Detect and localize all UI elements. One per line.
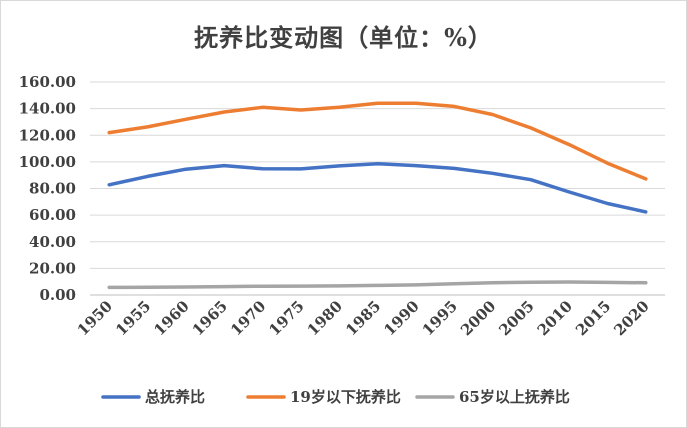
legend-label: 总抚养比 xyxy=(145,388,205,406)
x-tick-label: 1965 xyxy=(189,297,231,339)
x-tick-label: 2015 xyxy=(572,297,614,339)
x-tick-label: 1950 xyxy=(74,297,116,339)
x-tick-label: 1955 xyxy=(112,297,154,339)
legend-label: 19岁以下抚养比 xyxy=(290,388,401,406)
x-tick-label: 1980 xyxy=(304,297,346,339)
x-tick-label: 1975 xyxy=(265,297,307,339)
series-line-2 xyxy=(107,280,648,290)
series-lines xyxy=(107,101,648,290)
x-tick-label: 1995 xyxy=(419,297,461,339)
x-tick-label: 2020 xyxy=(610,297,652,339)
y-tick-label: 160.00 xyxy=(19,73,76,91)
series-line-0 xyxy=(107,161,648,214)
y-tick-label: 100.00 xyxy=(19,153,76,171)
chart-title: 抚养比变动图（单位：%） xyxy=(194,23,493,52)
grid-lines xyxy=(90,81,665,296)
y-tick-label: 40.00 xyxy=(29,233,76,251)
y-tick-label: 20.00 xyxy=(29,259,76,277)
series-line-1 xyxy=(107,101,648,181)
x-tick-label: 2010 xyxy=(534,297,576,339)
y-axis-ticks: 0.00 20.00 40.00 60.00 80.00 100.00 120.00 140.… xyxy=(19,73,76,304)
y-tick-label: 120.00 xyxy=(19,126,76,144)
x-tick-label: 2000 xyxy=(457,297,499,339)
y-tick-label: 80.00 xyxy=(29,180,76,198)
x-tick-label: 1960 xyxy=(150,297,192,339)
x-tick-label: 1985 xyxy=(342,297,384,339)
x-tick-label: 2005 xyxy=(495,297,537,339)
legend-label: 65岁以上抚养比 xyxy=(459,388,570,406)
x-tick-label: 1990 xyxy=(380,297,422,339)
x-axis-ticks: 1950195519601965197019751980198519901995… xyxy=(74,297,653,339)
y-tick-label: 140.00 xyxy=(19,100,76,118)
legend: 总抚养比 19岁以下抚养比 65岁以上抚养比 xyxy=(101,388,570,406)
y-tick-label: 60.00 xyxy=(29,206,76,224)
x-tick-label: 1970 xyxy=(227,297,269,339)
y-tick-label: 0.00 xyxy=(39,286,76,304)
